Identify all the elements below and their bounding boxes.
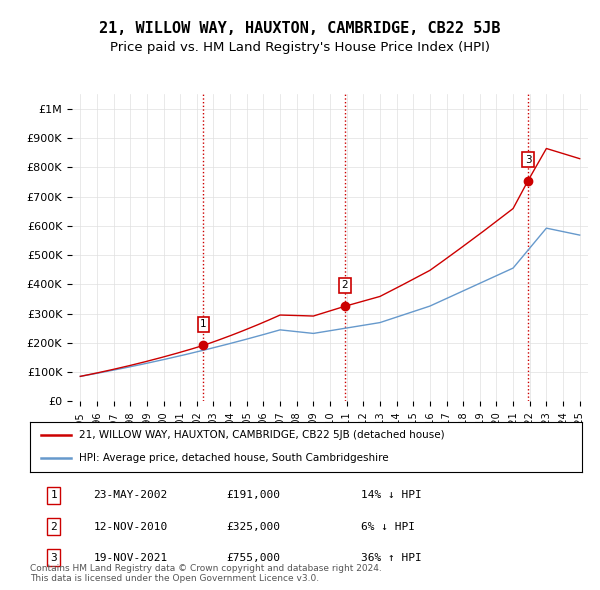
Text: 3: 3: [50, 553, 57, 563]
Text: Price paid vs. HM Land Registry's House Price Index (HPI): Price paid vs. HM Land Registry's House …: [110, 41, 490, 54]
Text: 23-MAY-2002: 23-MAY-2002: [94, 490, 168, 500]
Text: 21, WILLOW WAY, HAUXTON, CAMBRIDGE, CB22 5JB: 21, WILLOW WAY, HAUXTON, CAMBRIDGE, CB22…: [99, 21, 501, 35]
Text: 3: 3: [525, 155, 532, 165]
Text: 14% ↓ HPI: 14% ↓ HPI: [361, 490, 422, 500]
Text: 1: 1: [200, 319, 207, 329]
Text: 6% ↓ HPI: 6% ↓ HPI: [361, 522, 415, 532]
Text: Contains HM Land Registry data © Crown copyright and database right 2024.
This d: Contains HM Land Registry data © Crown c…: [30, 563, 382, 583]
Text: 12-NOV-2010: 12-NOV-2010: [94, 522, 168, 532]
Text: 1: 1: [50, 490, 57, 500]
Text: 36% ↑ HPI: 36% ↑ HPI: [361, 553, 422, 563]
Text: £325,000: £325,000: [226, 522, 280, 532]
Text: HPI: Average price, detached house, South Cambridgeshire: HPI: Average price, detached house, Sout…: [79, 454, 388, 464]
Text: 19-NOV-2021: 19-NOV-2021: [94, 553, 168, 563]
Text: £755,000: £755,000: [226, 553, 280, 563]
Text: 21, WILLOW WAY, HAUXTON, CAMBRIDGE, CB22 5JB (detached house): 21, WILLOW WAY, HAUXTON, CAMBRIDGE, CB22…: [79, 430, 444, 440]
Text: 2: 2: [341, 280, 348, 290]
Text: £191,000: £191,000: [226, 490, 280, 500]
Text: 2: 2: [50, 522, 57, 532]
